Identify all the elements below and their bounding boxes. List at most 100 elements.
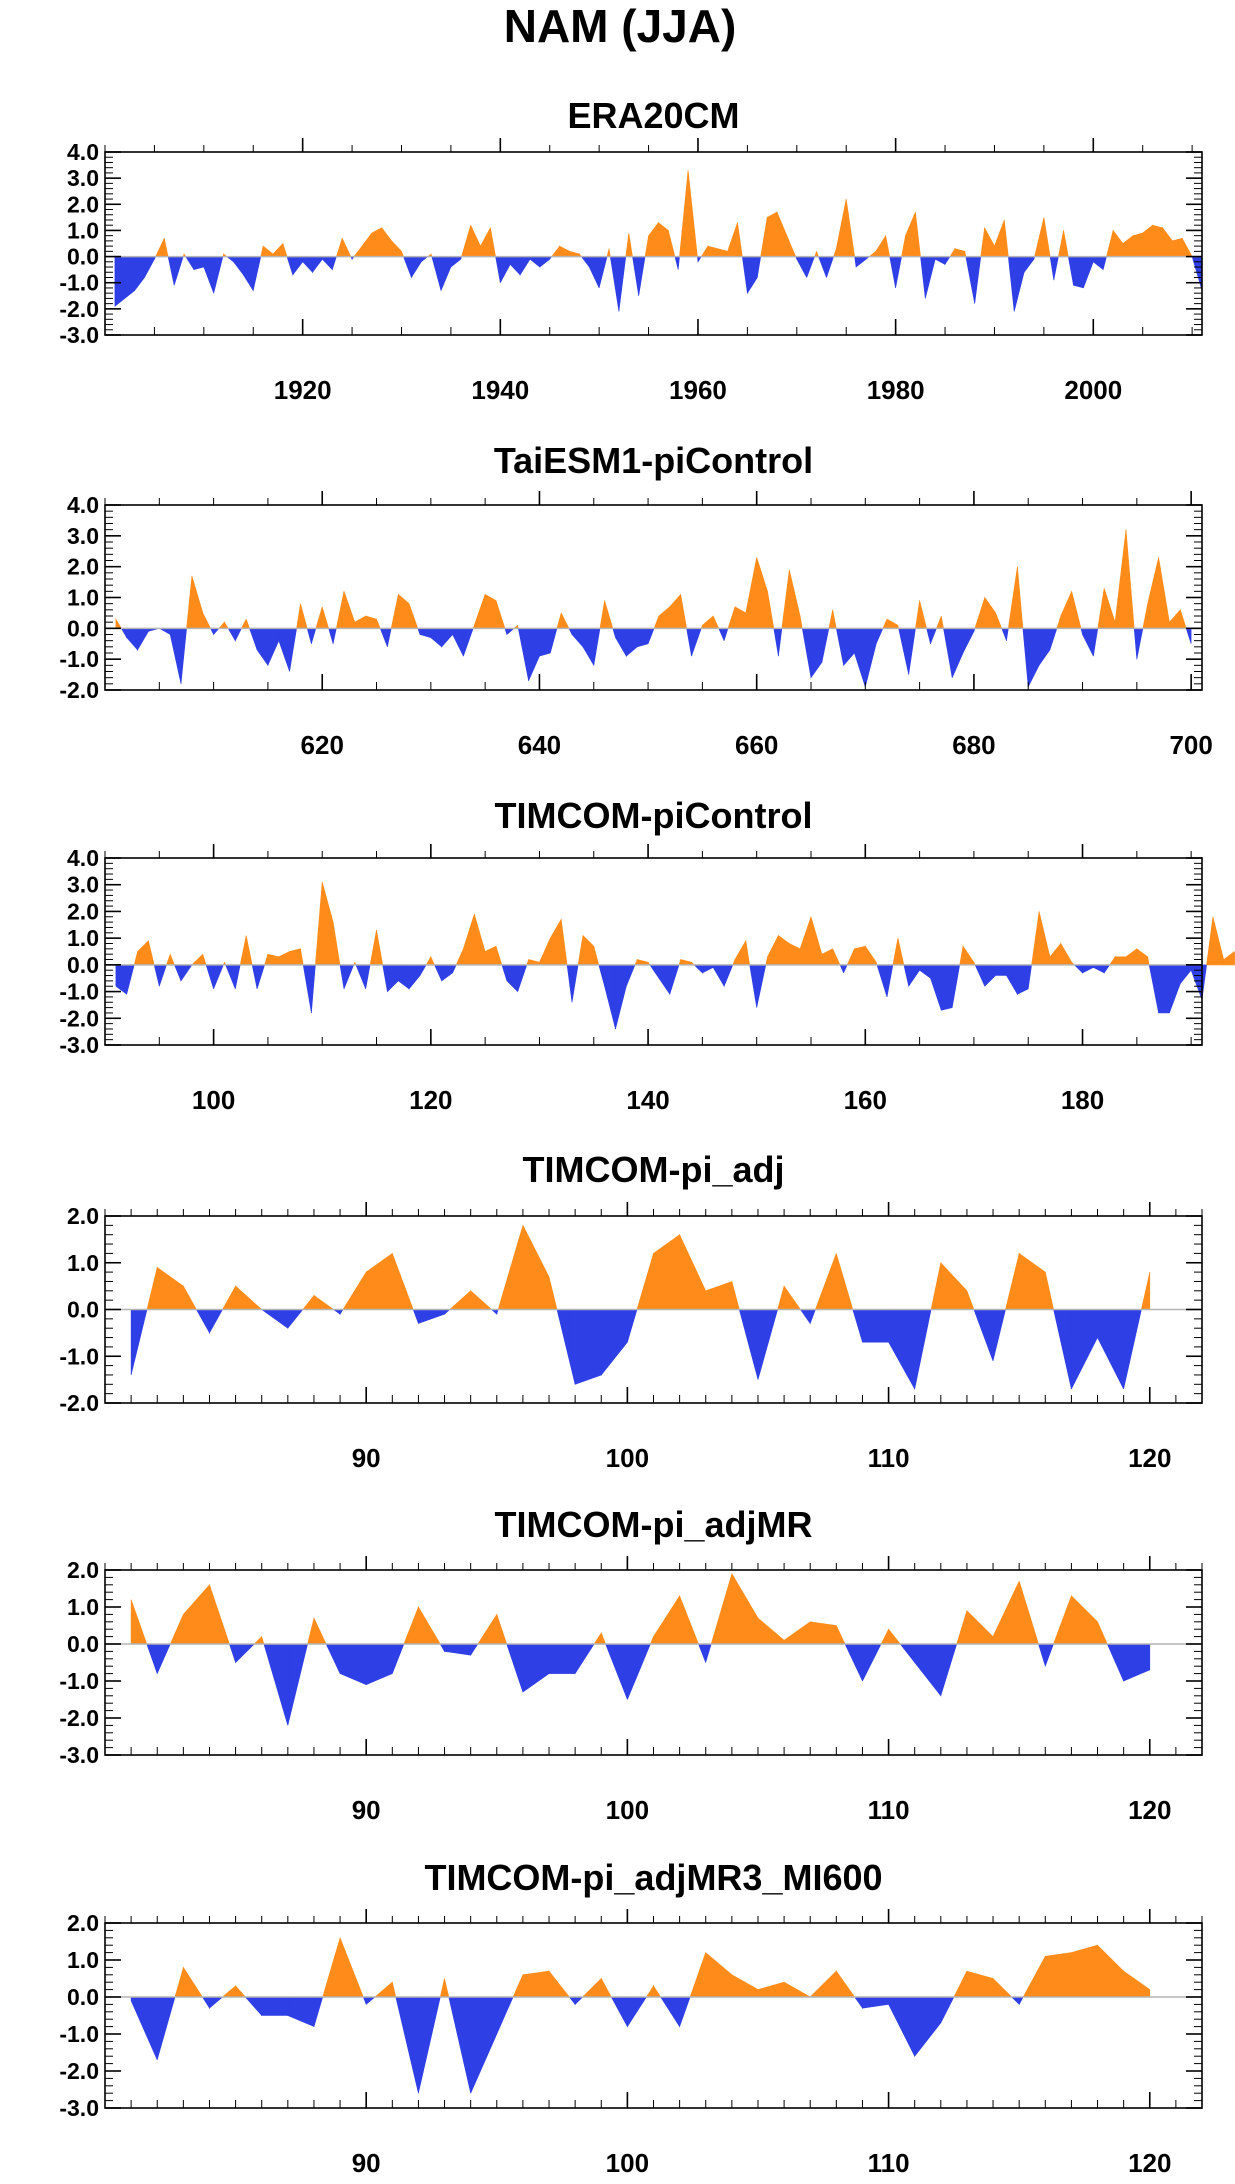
negative-segment	[899, 1643, 916, 1664]
negative-segment	[908, 964, 920, 988]
positive-segment	[680, 594, 687, 629]
positive-segment	[339, 1937, 364, 1998]
negative-segment	[698, 1643, 707, 1663]
negative-segment	[1073, 964, 1083, 974]
negative-segment	[778, 627, 783, 657]
positive-segment	[115, 617, 122, 629]
positive-segment	[604, 600, 614, 629]
positive-segment	[821, 948, 834, 966]
positive-segment	[959, 946, 964, 966]
positive-segment	[816, 251, 819, 257]
negative-segment	[256, 627, 269, 667]
negative-segment	[312, 256, 323, 274]
positive-segment	[391, 1253, 414, 1310]
negative-segment	[1053, 1309, 1072, 1390]
positive-segment	[949, 247, 956, 257]
negative-segment	[174, 964, 182, 982]
positive-segment	[892, 938, 899, 966]
negative-segment	[914, 1643, 942, 1697]
positive-segment	[930, 1262, 942, 1310]
negative-segment	[549, 627, 558, 654]
negative-segment	[114, 256, 126, 307]
positive-segment	[577, 935, 584, 966]
positive-segment	[528, 959, 540, 966]
positive-segment	[710, 1573, 733, 1645]
negative-segment	[627, 1643, 651, 1700]
panel-title: TIMCOM-piControl	[495, 795, 813, 836]
negative-segment	[263, 1643, 289, 1726]
negative-segment	[747, 256, 758, 295]
x-tick-label: 1960	[669, 375, 727, 405]
negative-segment	[210, 627, 214, 635]
negative-segment	[876, 964, 888, 997]
positive-segment	[700, 245, 709, 257]
positive-segment	[241, 618, 247, 629]
negative-segment	[448, 1996, 472, 2094]
positive-segment	[992, 1580, 1020, 1645]
negative-segment	[600, 1309, 628, 1376]
negative-segment	[441, 627, 453, 648]
negative-segment	[799, 1309, 811, 1325]
y-tick-label: 2.0	[67, 554, 99, 580]
x-tick-label: 100	[606, 1795, 649, 1825]
negative-segment	[292, 256, 304, 276]
positive-segment	[1045, 1952, 1072, 1998]
negative-segment	[1082, 964, 1094, 974]
negative-segment	[548, 1643, 576, 1674]
negative-segment	[940, 964, 953, 1011]
positive-segment	[888, 1628, 901, 1645]
positive-segment	[1114, 529, 1127, 629]
positive-segment	[992, 1977, 1013, 1998]
y-tick-label: 1.0	[67, 585, 99, 611]
negative-segment	[137, 627, 149, 652]
positive-segment	[332, 922, 341, 966]
positive-segment	[835, 1253, 854, 1310]
y-tick-label: -2.0	[59, 1705, 99, 1731]
negative-segment	[185, 256, 195, 271]
negative-segment	[888, 1309, 916, 1391]
negative-segment	[908, 627, 916, 675]
positive-segment	[1103, 588, 1116, 629]
x-tick-label: 110	[868, 1443, 910, 1473]
negative-segment	[130, 1309, 148, 1376]
chart-panel-6: TIMCOM-pi_adjMR3_MI600 2.0 1.0 0.0 -1.0 -2.0 -…	[59, 1857, 1203, 2178]
y-tick-label: 1.0	[67, 925, 99, 951]
positive-segment	[835, 1625, 846, 1645]
negative-segment	[539, 256, 551, 268]
negative-segment	[169, 627, 182, 684]
negative-segment	[441, 964, 453, 982]
positive-segment	[425, 955, 432, 966]
positive-segment	[757, 1617, 785, 1645]
negative-segment	[450, 256, 462, 268]
negative-segment	[852, 1309, 863, 1343]
negative-segment	[289, 627, 297, 672]
negative-segment	[638, 256, 646, 296]
negative-segment	[649, 964, 660, 980]
y-tick-label: -3.0	[59, 1742, 99, 1768]
negative-segment	[412, 1309, 419, 1324]
negative-segment	[914, 1996, 942, 2058]
x-tick-label: 110	[868, 1795, 910, 1825]
negative-segment	[235, 627, 242, 641]
negative-segment	[1103, 964, 1111, 974]
positive-segment	[418, 1605, 441, 1645]
y-tick-label: 1.0	[67, 1594, 99, 1620]
positive-segment	[788, 943, 801, 966]
negative-segment	[854, 1996, 863, 2010]
positive-segment	[731, 1572, 759, 1645]
positive-segment	[307, 1618, 315, 1645]
negative-segment	[126, 964, 135, 995]
positive-segment	[245, 618, 250, 629]
negative-segment	[826, 256, 835, 278]
positive-segment	[679, 170, 689, 257]
negative-segment	[440, 256, 452, 291]
negative-segment	[495, 256, 501, 283]
positive-segment	[727, 222, 738, 257]
positive-segment	[1060, 591, 1072, 629]
negative-segment	[419, 964, 427, 977]
negative-segment	[741, 256, 748, 294]
y-tick-label: -2.0	[59, 1390, 99, 1416]
positive-segment	[1223, 950, 1235, 966]
negative-segment	[574, 1996, 584, 2006]
negative-segment	[1185, 627, 1192, 644]
